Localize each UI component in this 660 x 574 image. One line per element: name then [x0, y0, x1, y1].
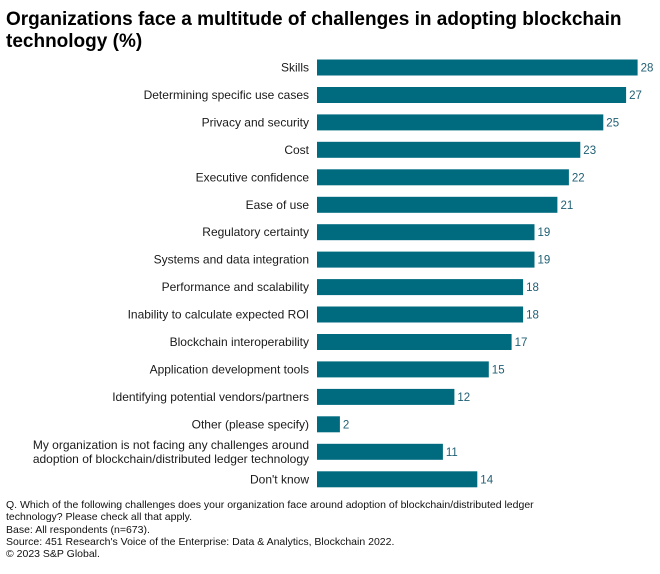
- value-label-performance-and-scalability: 18: [526, 282, 539, 294]
- category-label-other-please-specify: Other (please specify): [192, 417, 309, 431]
- category-label-don-t-know: Don't know: [250, 472, 309, 486]
- value-label-identifying-potential-vendors-partners: 12: [457, 392, 470, 404]
- category-label-blockchain-interoperability: Blockchain interoperability: [170, 335, 309, 349]
- question-note-line-2: technology? Please check all that apply.: [6, 511, 193, 524]
- category-label-line: Cost: [284, 143, 309, 157]
- value-label-cost: 23: [583, 145, 596, 157]
- bar-performance-and-scalability: [317, 279, 524, 296]
- bar-identifying-potential-vendors-partners: [317, 388, 455, 405]
- bar-skills: [317, 59, 638, 76]
- category-label-regulatory-certainty: Regulatory certainty: [202, 225, 309, 239]
- value-label-inability-to-calculate-expected-roi: 18: [526, 310, 539, 322]
- category-label-line: Other (please specify): [192, 417, 309, 431]
- category-label-line: Don't know: [250, 472, 309, 486]
- category-label-executive-confidence: Executive confidence: [196, 170, 310, 184]
- value-label-privacy-and-security: 25: [606, 117, 619, 129]
- category-label-line: Systems and data integration: [154, 253, 309, 267]
- category-label-my-organization-is-not-facing-any-challe: My organization is not facing any challe…: [33, 438, 309, 466]
- category-label-line: Determining specific use cases: [144, 88, 309, 102]
- bar-my-organization-is-not-facing-any-challe: [317, 443, 443, 460]
- value-label-skills: 28: [641, 63, 654, 75]
- value-label-ease-of-use: 21: [561, 200, 574, 212]
- category-label-line: Skills: [281, 61, 309, 75]
- category-label-line: adoption of blockchain/distributed ledge…: [33, 452, 309, 466]
- category-label-line: Identifying potential vendors/partners: [112, 390, 309, 404]
- bar-privacy-and-security: [317, 114, 604, 131]
- category-label-line: Executive confidence: [196, 170, 310, 184]
- chart-notes: Q. Which of the following challenges doe…: [6, 499, 646, 560]
- category-label-application-development-tools: Application development tools: [150, 362, 309, 376]
- chart-title: Organizations face a multitude of challe…: [6, 9, 622, 52]
- category-label-ease-of-use: Ease of use: [246, 198, 310, 212]
- bar-don-t-know: [317, 471, 478, 488]
- bar-application-development-tools: [317, 361, 489, 378]
- bar-inability-to-calculate-expected-roi: [317, 306, 524, 323]
- category-label-privacy-and-security: Privacy and security: [202, 115, 309, 129]
- bar-executive-confidence: [317, 169, 569, 186]
- value-label-executive-confidence: 22: [572, 172, 585, 184]
- bar-regulatory-certainty: [317, 224, 535, 241]
- category-label-line: Blockchain interoperability: [170, 335, 309, 349]
- category-label-identifying-potential-vendors-partners: Identifying potential vendors/partners: [112, 390, 309, 404]
- category-label-determining-specific-use-cases: Determining specific use cases: [144, 88, 309, 102]
- category-label-line: My organization is not facing any challe…: [33, 438, 309, 452]
- category-label-line: Regulatory certainty: [202, 225, 309, 239]
- value-label-blockchain-interoperability: 17: [515, 337, 528, 349]
- category-label-systems-and-data-integration: Systems and data integration: [154, 253, 309, 267]
- bar-other-please-specify: [317, 416, 340, 433]
- category-label-line: Privacy and security: [202, 115, 309, 129]
- bar-ease-of-use: [317, 196, 558, 213]
- category-label-line: Inability to calculate expected ROI: [128, 308, 309, 322]
- category-label-cost: Cost: [284, 143, 309, 157]
- category-label-performance-and-scalability: Performance and scalability: [162, 280, 309, 294]
- value-label-regulatory-certainty: 19: [538, 227, 551, 239]
- value-label-determining-specific-use-cases: 27: [629, 90, 642, 102]
- value-label-systems-and-data-integration: 19: [538, 255, 551, 267]
- question-note-line-1: Q. Which of the following challenges doe…: [6, 499, 534, 511]
- bar-determining-specific-use-cases: [317, 87, 627, 103]
- base-note: Base: All respondents (n=673).: [6, 523, 150, 536]
- bar-cost: [317, 141, 581, 158]
- bar-blockchain-interoperability: [317, 334, 512, 350]
- value-label-application-development-tools: 15: [492, 364, 505, 376]
- category-label-line: Ease of use: [246, 198, 310, 212]
- copyright-note: © 2023 S&P Global.: [6, 548, 100, 561]
- category-label-line: Application development tools: [150, 362, 309, 376]
- category-label-inability-to-calculate-expected-roi: Inability to calculate expected ROI: [128, 308, 309, 322]
- value-label-my-organization-is-not-facing-any-challe: 11: [446, 447, 458, 459]
- category-label-line: Performance and scalability: [162, 280, 309, 294]
- category-label-skills: Skills: [281, 61, 309, 75]
- bar-systems-and-data-integration: [317, 251, 535, 268]
- source-note: Source: 451 Research's Voice of the Ente…: [6, 535, 395, 548]
- value-label-don-t-know: 14: [480, 474, 493, 486]
- value-label-other-please-specify: 2: [343, 419, 349, 431]
